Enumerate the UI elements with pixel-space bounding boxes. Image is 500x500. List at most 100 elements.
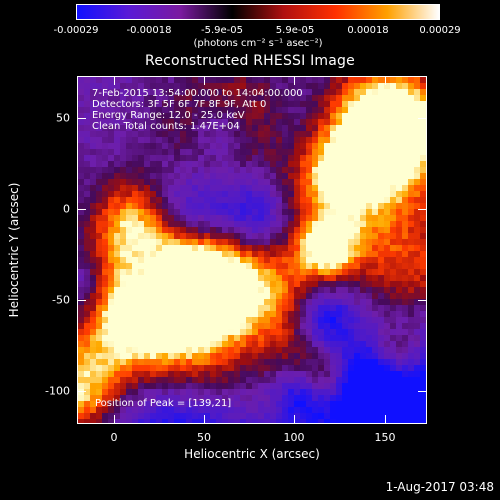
image-pixel (324, 125, 330, 131)
image-pixel (204, 299, 210, 305)
image-pixel (354, 287, 360, 293)
image-pixel (402, 95, 408, 101)
image-pixel (306, 353, 312, 359)
image-pixel (102, 137, 108, 143)
image-pixel (288, 77, 294, 83)
image-pixel (168, 155, 174, 161)
image-pixel (234, 317, 240, 323)
image-pixel (234, 89, 240, 95)
tick-mark (418, 118, 426, 119)
image-pixel (144, 269, 150, 275)
image-pixel (270, 281, 276, 287)
image-pixel (240, 113, 246, 119)
image-pixel (180, 419, 186, 423)
image-pixel (162, 353, 168, 359)
image-pixel (270, 251, 276, 257)
image-pixel (252, 359, 258, 365)
image-pixel (102, 215, 108, 221)
image-pixel (300, 197, 306, 203)
image-pixel (348, 131, 354, 137)
plot-title: Reconstructed RHESSI Image (145, 53, 355, 69)
image-pixel (366, 317, 372, 323)
image-pixel (390, 89, 396, 95)
image-pixel (372, 407, 378, 413)
image-pixel (156, 335, 162, 341)
image-pixel (174, 215, 180, 221)
image-pixel (156, 299, 162, 305)
image-pixel (114, 281, 120, 287)
image-pixel (336, 419, 342, 423)
image-pixel (78, 191, 84, 197)
image-pixel (138, 341, 144, 347)
image-pixel (312, 161, 318, 167)
image-pixel (126, 203, 132, 209)
image-pixel (234, 257, 240, 263)
image-pixel (378, 287, 384, 293)
image-pixel (234, 281, 240, 287)
image-pixel (402, 257, 408, 263)
image-pixel (348, 113, 354, 119)
image-pixel (396, 131, 402, 137)
image-pixel (84, 83, 90, 89)
image-pixel (408, 275, 414, 281)
image-pixel (282, 215, 288, 221)
image-pixel (420, 185, 426, 191)
image-pixel (114, 365, 120, 371)
image-pixel (390, 203, 396, 209)
image-pixel (336, 365, 342, 371)
image-pixel (366, 227, 372, 233)
image-pixel (372, 275, 378, 281)
image-pixel (204, 251, 210, 257)
image-pixel (288, 269, 294, 275)
image-pixel (108, 101, 114, 107)
image-pixel (354, 257, 360, 263)
image-pixel (312, 191, 318, 197)
image-pixel (306, 101, 312, 107)
image-pixel (150, 221, 156, 227)
image-pixel (174, 191, 180, 197)
image-pixel (150, 389, 156, 395)
image-pixel (210, 227, 216, 233)
image-pixel (390, 179, 396, 185)
image-pixel (210, 119, 216, 125)
image-pixel (282, 335, 288, 341)
image-pixel (318, 365, 324, 371)
image-pixel (348, 83, 354, 89)
image-pixel (420, 365, 426, 371)
image-pixel (216, 347, 222, 353)
image-pixel (84, 371, 90, 377)
image-pixel (378, 365, 384, 371)
image-pixel (186, 185, 192, 191)
image-pixel (192, 137, 198, 143)
image-pixel (204, 245, 210, 251)
image-pixel (396, 323, 402, 329)
image-pixel (228, 95, 234, 101)
image-pixel (114, 245, 120, 251)
image-pixel (198, 209, 204, 215)
image-pixel (150, 299, 156, 305)
image-pixel (132, 155, 138, 161)
image-pixel (414, 407, 420, 413)
image-pixel (324, 83, 330, 89)
image-pixel (96, 389, 102, 395)
image-pixel (354, 95, 360, 101)
image-pixel (120, 305, 126, 311)
image-pixel (198, 95, 204, 101)
image-pixel (420, 341, 426, 347)
image-pixel (162, 281, 168, 287)
image-pixel (264, 149, 270, 155)
image-pixel (168, 323, 174, 329)
image-pixel (300, 179, 306, 185)
image-pixel (192, 383, 198, 389)
image-pixel (300, 323, 306, 329)
image-pixel (342, 395, 348, 401)
image-pixel (318, 161, 324, 167)
image-pixel (258, 299, 264, 305)
image-pixel (396, 203, 402, 209)
image-pixel (132, 179, 138, 185)
image-pixel (366, 287, 372, 293)
image-pixel (186, 371, 192, 377)
image-pixel (252, 215, 258, 221)
image-pixel (120, 179, 126, 185)
image-pixel (420, 371, 426, 377)
